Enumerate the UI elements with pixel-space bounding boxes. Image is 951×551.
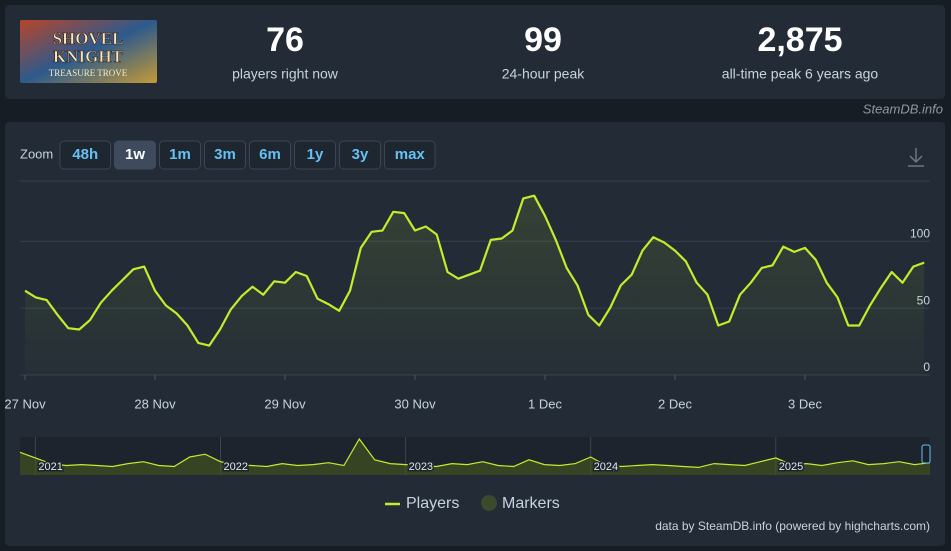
legend-label[interactable]: Markers <box>502 495 560 512</box>
area <box>25 195 925 375</box>
stat-value: 99 <box>524 21 562 59</box>
navigator-label: 2023 <box>409 461 433 473</box>
zoom-button[interactable] <box>339 140 381 170</box>
zoom-button[interactable] <box>249 140 291 170</box>
zoom-button-label[interactable]: 1w <box>125 146 145 163</box>
game-logo <box>20 20 157 83</box>
stat-value: 76 <box>266 21 304 59</box>
zoom-button-label[interactable]: 1y <box>307 146 324 163</box>
stat-label: players right now <box>232 66 339 82</box>
y-tick-label: 0 <box>923 360 930 374</box>
stat-label: all-time peak 6 years ago <box>722 66 879 82</box>
zoom-button[interactable] <box>59 140 111 170</box>
y-tick-label: 100 <box>910 226 930 240</box>
download-icon[interactable] <box>908 148 924 167</box>
x-tick-label: 1 Dec <box>528 396 562 411</box>
zoom-button-label[interactable]: 48h <box>72 146 98 163</box>
credit: data by SteamDB.info (powered by highcha… <box>655 519 930 533</box>
zoom-button-label[interactable]: 6m <box>259 146 281 163</box>
navigator-label: 2024 <box>594 461 618 473</box>
logo-text: KNIGHT <box>53 47 124 66</box>
zoom-button[interactable] <box>159 140 201 170</box>
zoom-button[interactable] <box>384 140 436 170</box>
stat-label: 24-hour peak <box>502 66 586 82</box>
navigator-label: 2022 <box>224 461 248 473</box>
navigator-line <box>19 437 931 469</box>
zoom-button[interactable] <box>294 140 336 170</box>
zoom-button-label[interactable]: 3y <box>352 146 369 163</box>
stats-panel <box>5 5 945 99</box>
zoom-button-label[interactable]: 3m <box>214 146 236 163</box>
logo-text: SHOVEL <box>53 29 124 48</box>
x-tick-label: 28 Nov <box>134 396 176 411</box>
x-tick-label: 2 Dec <box>658 396 692 411</box>
x-tick-label: 27 Nov <box>4 396 46 411</box>
navigator-label: 2025 <box>779 461 803 473</box>
zoom-button-label[interactable]: max <box>395 146 426 163</box>
navigator-handle[interactable] <box>921 444 931 464</box>
legend-swatch[interactable] <box>481 495 497 511</box>
legend-label[interactable]: Players <box>406 495 459 512</box>
x-tick-label: 30 Nov <box>394 396 436 411</box>
zoom-button-label[interactable]: 1m <box>169 146 191 163</box>
line <box>24 194 925 347</box>
navigator-area <box>20 439 930 475</box>
stat-value: 2,875 <box>757 21 842 59</box>
x-tick-label: 3 Dec <box>788 396 822 411</box>
logo-text: TREASURE TROVE <box>49 68 128 78</box>
source-link[interactable]: SteamDB.info <box>863 101 943 116</box>
x-tick-label: 29 Nov <box>264 396 306 411</box>
zoom-button[interactable] <box>114 140 156 170</box>
navigator-label: 2021 <box>38 461 62 473</box>
zoom-label: Zoom <box>20 146 53 161</box>
zoom-button[interactable] <box>204 140 246 170</box>
